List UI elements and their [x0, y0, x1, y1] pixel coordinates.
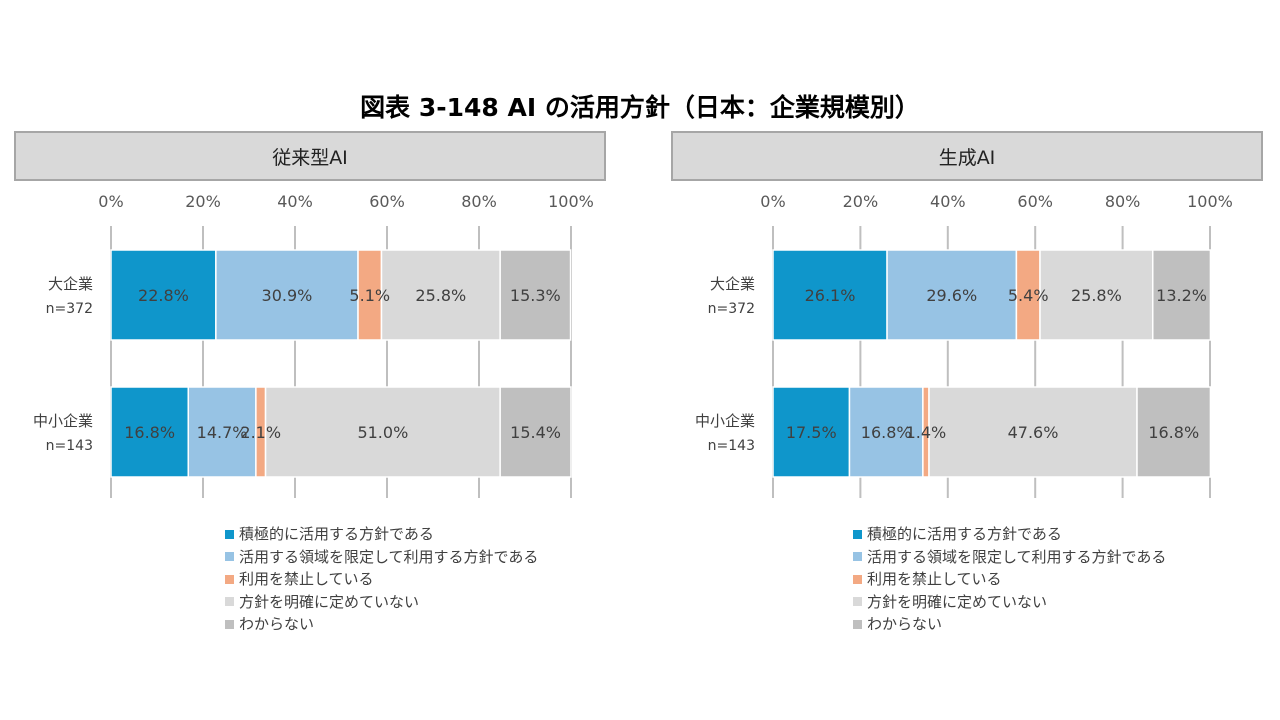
data-label: 15.4%: [510, 423, 561, 442]
panel-title-generative-ai: 生成AI: [671, 131, 1263, 181]
data-label: 2.1%: [240, 423, 281, 442]
bar-segment: [928, 386, 1138, 478]
category-label: 大企業: [48, 275, 93, 293]
legend-swatch: [225, 552, 234, 562]
data-label: 25.8%: [1071, 286, 1122, 305]
category-n-label: n=372: [708, 301, 755, 317]
legend-item: わからない: [225, 613, 538, 636]
bar-segment: [1039, 249, 1154, 341]
data-label: 16.8%: [124, 423, 175, 442]
x-tick-label: 80%: [461, 192, 497, 211]
legend-label: わからない: [867, 615, 943, 633]
bar-segment: [499, 249, 572, 341]
x-tick-label: 40%: [930, 192, 966, 211]
legend-swatch: [853, 529, 862, 539]
category-n-label: n=372: [46, 301, 93, 317]
bar-segment: [264, 386, 501, 478]
bar-segment: [1152, 249, 1212, 341]
data-label: 1.4%: [906, 423, 947, 442]
legend-item: 利用を禁止している: [853, 568, 1166, 591]
data-label: 16.8%: [1148, 423, 1199, 442]
x-tick-label: 20%: [843, 192, 879, 211]
legend-label: わからない: [239, 615, 315, 633]
legend-item: わからない: [853, 613, 1166, 636]
x-tick-label: 0%: [98, 192, 123, 211]
legend-label: 方針を明確に定めていない: [867, 592, 1048, 611]
x-tick-label: 80%: [1105, 192, 1141, 211]
bar-segment: [499, 386, 572, 478]
legend-swatch: [853, 552, 862, 562]
legend-item: 積極的に活用する方針である: [853, 523, 1166, 546]
data-label: 26.1%: [805, 286, 856, 305]
legend-swatch: [225, 619, 234, 629]
category-n-label: n=143: [708, 438, 755, 454]
x-tick-label: 60%: [369, 192, 405, 211]
data-label: 5.1%: [349, 286, 390, 305]
data-label: 47.6%: [1008, 423, 1059, 442]
legend-traditional-ai: 積極的に活用する方針である活用する領域を限定して利用する方針である 利用を禁止して…: [225, 523, 538, 636]
legend-item: 活用する領域を限定して利用する方針である: [225, 546, 538, 569]
legend-label: 方針を明確に定めていない: [239, 592, 420, 611]
legend-label: 利用を禁止している: [867, 570, 1002, 588]
data-label: 17.5%: [786, 423, 837, 442]
data-label: 15.3%: [510, 286, 561, 305]
x-tick-label: 60%: [1017, 192, 1053, 211]
legend-label: 活用する領域を限定して利用する方針である: [239, 547, 539, 566]
x-tick-label: 0%: [760, 192, 785, 211]
legend-item: 方針を明確に定めていない: [225, 591, 538, 614]
data-label: 29.6%: [926, 286, 977, 305]
x-tick-label: 100%: [548, 192, 594, 211]
legend-generative-ai: 積極的に活用する方針である活用する領域を限定して利用する方針である 利用を禁止して…: [853, 523, 1166, 636]
legend-label: 活用する領域を限定して利用する方針である: [867, 547, 1167, 566]
legend-item: 方針を明確に定めていない: [853, 591, 1166, 614]
category-label: 中小企業: [695, 412, 755, 430]
figure-title: 図表 3-148 AI の活用方針（日本：企業規模別）: [360, 93, 920, 122]
legend-swatch: [225, 574, 234, 584]
x-tick-label: 20%: [185, 192, 221, 211]
legend-swatch: [853, 597, 862, 607]
panel-title-traditional-ai: 従来型AI: [14, 131, 606, 181]
category-label: 中小企業: [33, 412, 93, 430]
data-label: 22.8%: [138, 286, 189, 305]
data-label: 5.4%: [1008, 286, 1049, 305]
data-label: 30.9%: [262, 286, 313, 305]
bar-segment: [772, 249, 888, 341]
legend-label: 積極的に活用する方針である: [239, 525, 434, 543]
data-label: 16.8%: [861, 423, 912, 442]
data-label: 25.8%: [415, 286, 466, 305]
legend-item: 利用を禁止している: [225, 568, 538, 591]
legend-swatch: [225, 597, 234, 607]
category-label: 大企業: [710, 275, 755, 293]
x-tick-label: 40%: [277, 192, 313, 211]
legend-swatch: [853, 574, 862, 584]
legend-item: 活用する領域を限定して利用する方針である: [853, 546, 1166, 569]
x-tick-label: 100%: [1187, 192, 1233, 211]
data-label: 51.0%: [357, 423, 408, 442]
legend-label: 積極的に活用する方針である: [867, 525, 1062, 543]
legend-swatch: [853, 619, 862, 629]
data-label: 14.7%: [197, 423, 248, 442]
data-label: 13.2%: [1156, 286, 1207, 305]
category-n-label: n=143: [46, 438, 93, 454]
bar-segment: [187, 386, 257, 478]
legend-label: 利用を禁止している: [239, 570, 374, 588]
legend-swatch: [225, 529, 234, 539]
bar-segment: [886, 249, 1018, 341]
bar-segment: [215, 249, 359, 341]
bar-segment: [110, 386, 190, 478]
bar-segment: [848, 386, 924, 478]
bar-segment: [1136, 386, 1212, 478]
legend-item: 積極的に活用する方針である: [225, 523, 538, 546]
